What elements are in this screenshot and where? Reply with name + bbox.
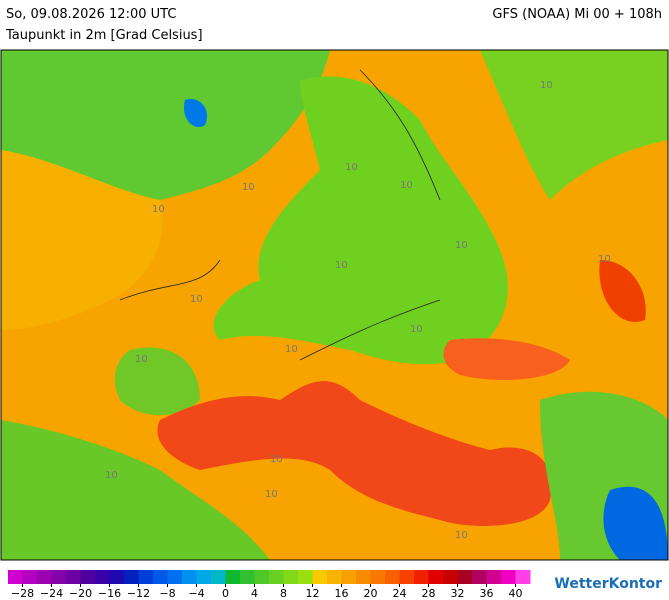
field-black-sea bbox=[443, 338, 570, 380]
legend-swatch bbox=[399, 570, 415, 584]
legend-tick-label: 28 bbox=[422, 587, 436, 600]
legend-swatch bbox=[196, 570, 212, 584]
field-europe bbox=[213, 76, 508, 365]
coastline bbox=[119, 69, 441, 361]
legend-tick-label: 20 bbox=[364, 587, 378, 600]
field-north-east bbox=[480, 50, 668, 200]
contour-label: 10 bbox=[285, 344, 298, 355]
legend-swatch bbox=[341, 570, 357, 584]
legend-swatch bbox=[211, 570, 226, 584]
legend-tick-label: 16 bbox=[335, 587, 349, 600]
map: 10 10 10 10 10 10 10 10 10 10 10 10 10 10 10 10 bbox=[0, 49, 669, 561]
legend-tick-label: 8 bbox=[280, 587, 287, 600]
map-frame bbox=[0, 49, 669, 561]
field-atlantic-mid bbox=[1, 150, 163, 330]
header-subtitle: Taupunkt in 2m [Grad Celsius] bbox=[5, 28, 203, 43]
legend-swatch bbox=[182, 570, 197, 584]
legend-swatch bbox=[515, 570, 531, 584]
contour-label: 10 bbox=[345, 162, 358, 173]
legend: −28 −24 −20 −16 −12 −8 −4 0 4 8 12 16 20 24 28 32 36 40 bbox=[8, 570, 531, 600]
legend-tick-label: −12 bbox=[127, 587, 150, 600]
legend-swatch bbox=[472, 570, 487, 584]
legend-tick-label: 0 bbox=[222, 587, 229, 600]
legend-swatch bbox=[167, 570, 183, 584]
field-iceland bbox=[184, 99, 208, 128]
legend-swatch bbox=[283, 570, 299, 584]
contour-label: 10 bbox=[242, 182, 255, 193]
legend-swatch bbox=[327, 570, 342, 584]
contour-label: 10 bbox=[400, 180, 413, 191]
legend-tick-label: 36 bbox=[480, 587, 494, 600]
legend-swatch bbox=[37, 570, 52, 584]
legend-swatch bbox=[8, 570, 23, 584]
legend-tick-label: −20 bbox=[69, 587, 92, 600]
contour-label: 10 bbox=[455, 530, 468, 541]
legend-swatch bbox=[457, 570, 473, 584]
legend-tick-label: 32 bbox=[451, 587, 465, 600]
legend-swatch bbox=[298, 570, 313, 584]
legend-swatch bbox=[95, 570, 110, 584]
legend-tick-label: −28 bbox=[11, 587, 34, 600]
legend-swatch bbox=[22, 570, 38, 584]
header-title: So, 09.08.2026 12:00 UTC bbox=[6, 7, 176, 22]
model-info: GFS (NOAA) Mi 00 + 108h bbox=[492, 7, 662, 22]
contour-label: 10 bbox=[410, 324, 423, 335]
legend-swatch bbox=[80, 570, 96, 584]
legend-swatch bbox=[501, 570, 516, 584]
legend-swatch bbox=[124, 570, 139, 584]
field-iberia bbox=[114, 347, 200, 415]
contour-label: 10 bbox=[540, 80, 553, 91]
legend-tick-label: −24 bbox=[40, 587, 63, 600]
legend-tick-label: 40 bbox=[509, 587, 523, 600]
legend-swatch bbox=[138, 570, 154, 584]
contour-label: 10 bbox=[335, 260, 348, 271]
legend-swatch bbox=[254, 570, 270, 584]
legend-swatch bbox=[225, 570, 241, 584]
contour-label: 10 bbox=[152, 204, 165, 215]
legend-swatch bbox=[370, 570, 386, 584]
legend-tick-label: −8 bbox=[159, 587, 175, 600]
contour-label: 10 bbox=[135, 354, 148, 365]
contour-label: 10 bbox=[270, 454, 283, 465]
contour-label: 10 bbox=[105, 470, 118, 481]
legend-swatch bbox=[385, 570, 400, 584]
legend-swatch bbox=[109, 570, 125, 584]
legend-swatch bbox=[443, 570, 458, 584]
legend-swatch bbox=[66, 570, 81, 584]
legend-swatch bbox=[356, 570, 371, 584]
legend-swatch bbox=[414, 570, 429, 584]
legend-swatch bbox=[153, 570, 168, 584]
legend-swatch bbox=[51, 570, 67, 584]
legend-swatch bbox=[269, 570, 284, 584]
legend-swatch bbox=[486, 570, 502, 584]
field-mediterranean bbox=[157, 381, 552, 526]
logo: WetterKontor bbox=[554, 576, 662, 592]
legend-tick-label: 4 bbox=[251, 587, 258, 600]
legend-swatch bbox=[428, 570, 444, 584]
contour-label: 10 bbox=[455, 240, 468, 251]
legend-tick-label: −4 bbox=[188, 587, 204, 600]
legend-swatch bbox=[312, 570, 328, 584]
contour-label: 10 bbox=[265, 489, 278, 500]
field-atlantic-north bbox=[1, 50, 330, 200]
contour-label: 10 bbox=[598, 254, 611, 265]
field-africa-west bbox=[1, 420, 270, 560]
legend-tick-label: −16 bbox=[98, 587, 121, 600]
field-persian-gulf bbox=[603, 486, 668, 560]
legend-tick-label: 12 bbox=[306, 587, 320, 600]
legend-swatch bbox=[240, 570, 255, 584]
field-caspian bbox=[599, 260, 646, 322]
contour-label: 10 bbox=[190, 294, 203, 305]
legend-tick-label: 24 bbox=[393, 587, 407, 600]
